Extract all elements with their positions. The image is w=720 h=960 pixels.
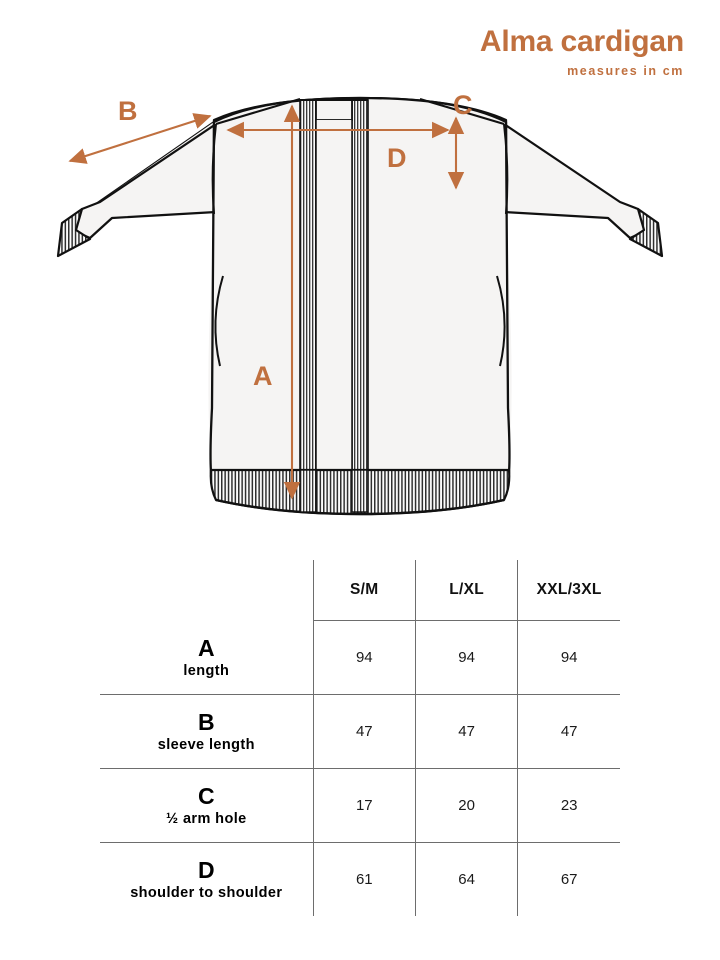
back-neck-panel	[315, 99, 353, 121]
right-shoulder-seam	[419, 97, 505, 126]
right-placket-rib-hem	[351, 469, 369, 513]
measure-letter-a: A	[253, 361, 273, 391]
row-label-a: A length	[100, 620, 314, 695]
cell-c-xxl3xl: 23	[517, 768, 620, 843]
center-back-panel	[316, 120, 352, 492]
column-header-sm: S/M	[312, 560, 416, 621]
garment-body-group	[56, 96, 664, 516]
cell-c-lxl: 20	[414, 768, 518, 843]
cell-d-sm: 61	[312, 842, 416, 916]
column-header-lxl: L/XL	[414, 560, 518, 621]
cell-a-xxl3xl: 94	[517, 620, 620, 695]
left-sleeve-outline	[72, 122, 218, 240]
measure-arrows	[68, 104, 465, 500]
row-letter: C	[198, 782, 215, 809]
table-header-row: S/M L/XL XXL/3XL	[100, 560, 620, 621]
row-label-d: D shoulder to shoulder	[100, 843, 313, 917]
row-description: length	[183, 662, 230, 679]
right-sleeve-outline	[502, 122, 648, 240]
column-header-blank	[100, 560, 313, 621]
right-armhole-seam	[502, 123, 509, 215]
table-row: A length 94 94 94	[100, 620, 620, 695]
right-pocket-opening	[496, 275, 506, 367]
arrow-b-sleeve-length	[68, 113, 212, 164]
cell-a-lxl: 94	[414, 620, 518, 695]
page-header: Alma cardigan measures in cm	[480, 26, 684, 78]
row-letter: B	[198, 708, 215, 735]
cell-b-xxl3xl: 47	[517, 694, 620, 769]
right-placket-rib	[351, 99, 369, 493]
left-armhole-seam	[211, 123, 218, 215]
cell-d-lxl: 64	[414, 842, 518, 916]
left-shoulder-seam	[215, 97, 301, 126]
hem-bottom-edge	[215, 498, 505, 516]
left-placket-rib	[299, 99, 317, 493]
measure-letter-c: C	[453, 90, 473, 120]
column-header-xxl3xl: XXL/3XL	[517, 560, 620, 621]
cell-b-sm: 47	[312, 694, 416, 769]
cell-d-xxl3xl: 67	[517, 842, 620, 916]
left-placket-rib-hem	[299, 469, 317, 513]
page-subtitle: measures in cm	[567, 63, 684, 78]
table-row: D shoulder to shoulder 61 64 67	[100, 842, 620, 917]
row-letter: A	[198, 634, 215, 661]
left-cuff	[56, 207, 92, 258]
cardigan-diagram	[0, 78, 720, 538]
right-cuff	[628, 207, 664, 258]
table-row: C ½ arm hole 17 20 23	[100, 768, 620, 843]
measure-letter-d: D	[387, 143, 407, 173]
cell-a-sm: 94	[312, 620, 416, 695]
cell-c-sm: 17	[312, 768, 416, 843]
row-letter: D	[198, 856, 215, 883]
row-label-b: B sleeve length	[100, 694, 314, 769]
row-description: sleeve length	[157, 737, 255, 754]
left-pocket-opening	[214, 275, 224, 367]
center-back-edges	[315, 120, 353, 492]
table-row: B sleeve length 47 47 47	[100, 694, 620, 769]
row-description: shoulder to shoulder	[130, 885, 283, 902]
row-label-c: C ½ arm hole	[100, 768, 314, 843]
page-title: Alma cardigan	[479, 25, 684, 58]
size-chart-table: S/M L/XL XXL/3XL A length 94 94 94 B sle…	[100, 560, 620, 916]
row-description: ½ arm hole	[166, 811, 247, 828]
cell-b-lxl: 47	[414, 694, 518, 769]
measure-letter-b: B	[118, 96, 138, 126]
